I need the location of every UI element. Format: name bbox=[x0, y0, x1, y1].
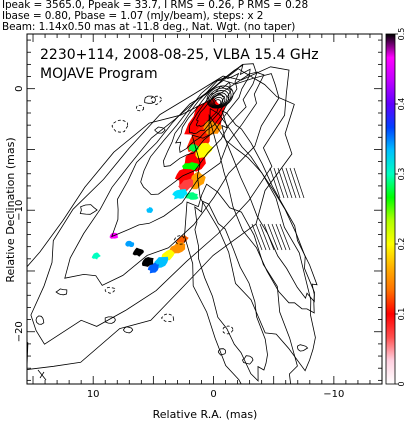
negative-contour bbox=[222, 325, 234, 335]
jet-contour bbox=[209, 108, 315, 314]
hatch-line bbox=[281, 167, 293, 199]
image-patch bbox=[146, 207, 154, 213]
hatch-line bbox=[271, 223, 283, 251]
beam-minor bbox=[39, 371, 45, 379]
chart-subtitle: MOJAVE Program bbox=[40, 66, 158, 82]
axis-tick-labels: 10 0 −10 0 −10 −20 bbox=[14, 86, 344, 401]
jet-contour bbox=[194, 200, 268, 382]
colorbar-tick-label: 0.3 bbox=[397, 168, 406, 181]
island-contour bbox=[122, 326, 134, 334]
core-contour bbox=[206, 85, 234, 109]
core-contour bbox=[214, 99, 222, 106]
core-contour bbox=[212, 96, 224, 107]
negative-contour bbox=[135, 104, 145, 112]
image-patch bbox=[172, 189, 188, 200]
colorbar-tick-label: 0.5 bbox=[397, 28, 406, 41]
contour-level bbox=[140, 68, 258, 195]
beam-marker bbox=[37, 369, 47, 381]
negative-contour bbox=[173, 235, 186, 245]
jet-contour bbox=[184, 183, 298, 384]
hatch-line bbox=[285, 167, 297, 199]
colorbar-bar bbox=[385, 33, 396, 385]
hatch-line bbox=[289, 167, 301, 199]
hatch-line bbox=[277, 167, 289, 199]
image-patch bbox=[141, 257, 154, 267]
jet-contour bbox=[221, 110, 318, 303]
image-patch bbox=[185, 192, 199, 200]
y-tick-label: 0 bbox=[14, 86, 25, 92]
island-contour bbox=[79, 204, 98, 215]
header-line-3: Beam: 1.14x0.50 mas at -11.8 deg., Nat. … bbox=[2, 21, 296, 33]
x-tick-label: 0 bbox=[210, 389, 216, 400]
island-contour bbox=[35, 315, 45, 325]
plot-frame bbox=[26, 33, 383, 385]
polarization-image bbox=[91, 97, 226, 274]
intensity-contours bbox=[27, 63, 318, 384]
header-line-1: Ipeak = 3565.0, Ppeak = 33.7, I RMS = 0.… bbox=[2, 0, 309, 11]
image-patch bbox=[132, 247, 144, 257]
hatch-line bbox=[267, 223, 279, 251]
x-axis-label: Relative R.A. (mas) bbox=[153, 408, 258, 421]
image-patch bbox=[147, 262, 160, 274]
x-tick-label: −10 bbox=[323, 389, 344, 400]
y-tick-label: −20 bbox=[14, 321, 25, 342]
y-axis-label: Relative Declination (mas) bbox=[4, 137, 17, 282]
core-contour bbox=[209, 90, 230, 108]
image-patch bbox=[125, 240, 135, 248]
island-contour bbox=[154, 126, 166, 134]
island-contour bbox=[55, 288, 68, 296]
colorbar-tick-label: 0 bbox=[397, 381, 406, 386]
negative-contour bbox=[111, 119, 129, 133]
contour-level bbox=[30, 66, 290, 345]
contour-level bbox=[64, 73, 280, 286]
header-line-2: Ibase = 0.80, Pbase = 1.07 (mJy/beam), s… bbox=[2, 10, 264, 22]
colorbar-tick-label: 0.2 bbox=[397, 238, 406, 251]
image-patch bbox=[203, 119, 223, 136]
hatched-regions bbox=[251, 167, 305, 251]
island-contour bbox=[217, 348, 227, 356]
core-contour bbox=[211, 94, 226, 107]
hatch-line bbox=[269, 167, 281, 199]
island-contour bbox=[104, 316, 116, 324]
contour-level bbox=[111, 63, 265, 238]
jet-contour bbox=[191, 113, 316, 372]
island-contour bbox=[242, 355, 254, 365]
colorbar-tick-label: 0.4 bbox=[397, 98, 406, 111]
hatch-line bbox=[251, 223, 263, 251]
y-tick-label: −10 bbox=[14, 200, 25, 221]
hatch-line bbox=[293, 167, 305, 199]
x-tick-label: 10 bbox=[87, 389, 100, 400]
hatch-line bbox=[263, 223, 275, 251]
colorbar-tick-label: 0.1 bbox=[397, 308, 406, 321]
hatch-line bbox=[279, 223, 291, 251]
axis-ticks bbox=[27, 34, 382, 384]
image-patch bbox=[169, 241, 186, 255]
hatch-line bbox=[255, 223, 267, 251]
colorbar: 0 0.1 0.2 0.3 0.4 0.5 bbox=[385, 28, 406, 387]
image-patch bbox=[195, 142, 213, 159]
core-contour bbox=[207, 87, 232, 109]
island-contour bbox=[297, 344, 309, 352]
image-patch bbox=[91, 252, 101, 260]
negative-contours bbox=[104, 95, 234, 335]
hatch-line bbox=[259, 223, 271, 251]
hatch-line bbox=[273, 167, 285, 199]
core-contour bbox=[210, 92, 228, 108]
contour-level bbox=[27, 74, 295, 370]
negative-contour bbox=[104, 286, 116, 294]
chart-title: 2230+114, 2008-08-25, VLBA 15.4 GHz bbox=[40, 47, 319, 63]
negative-contour bbox=[160, 313, 175, 323]
hatch-line bbox=[275, 223, 287, 251]
island-contour bbox=[144, 95, 156, 104]
negative-contour bbox=[150, 95, 162, 106]
contour-level bbox=[162, 64, 251, 167]
